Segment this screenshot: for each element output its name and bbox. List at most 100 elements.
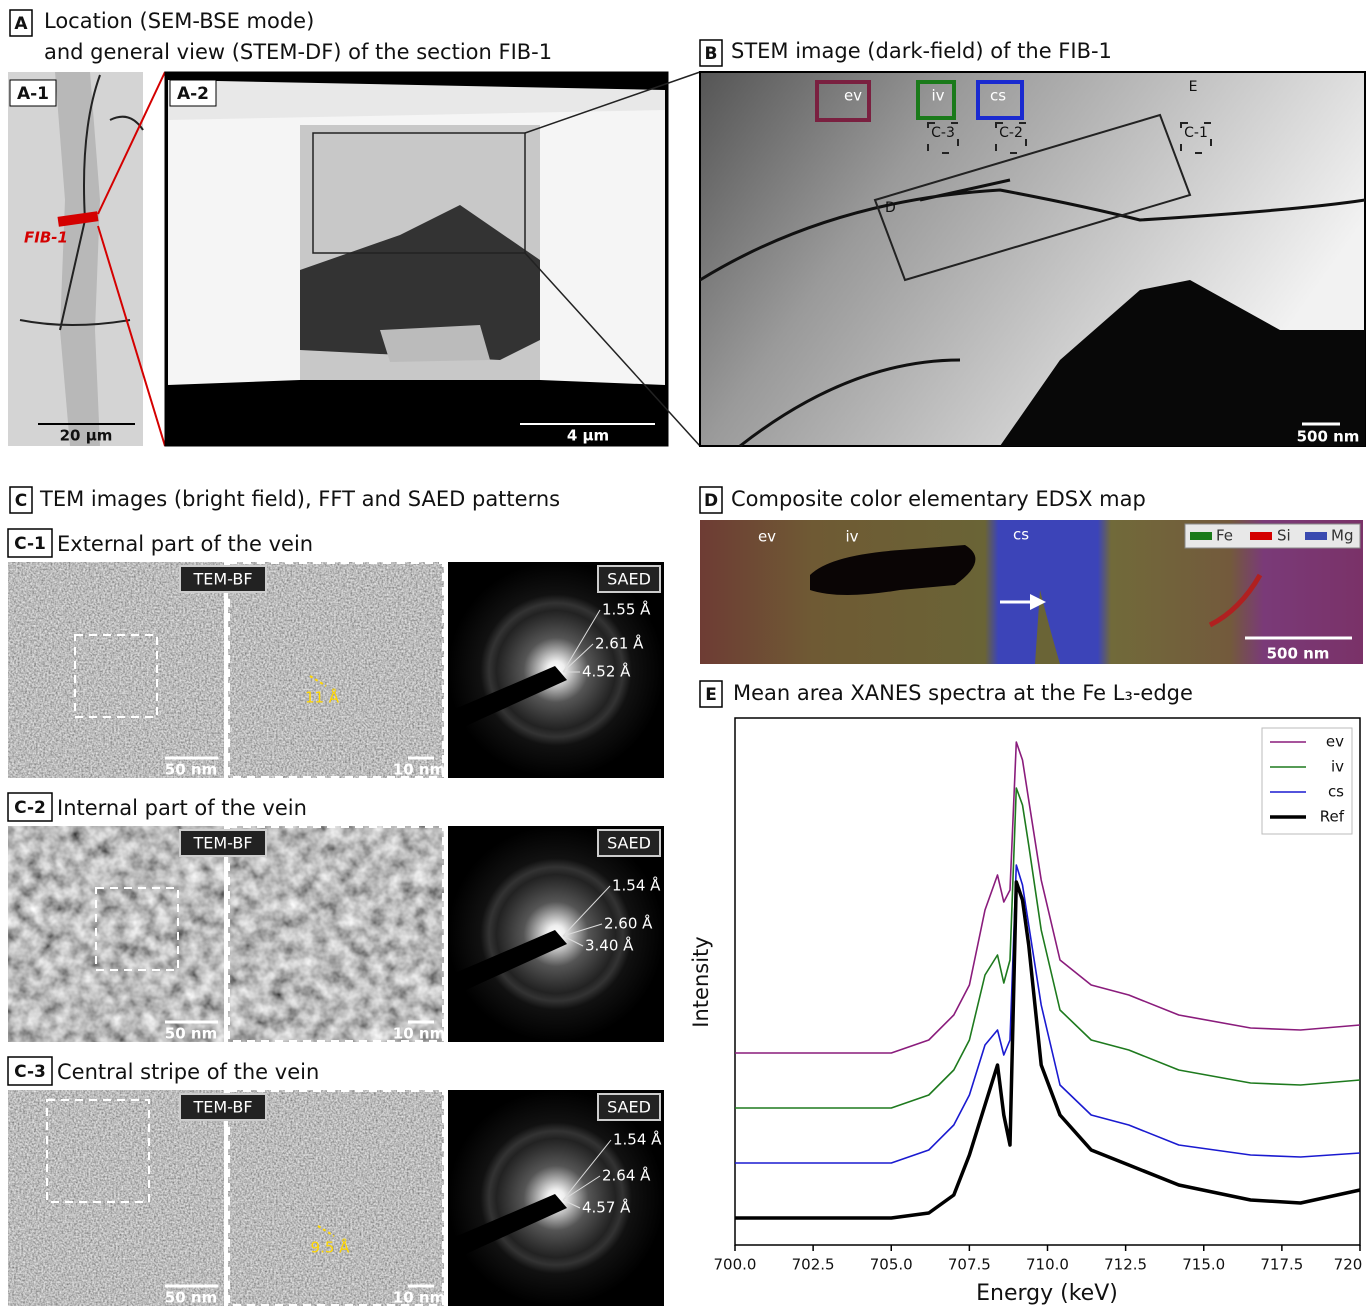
zoom-box [95, 887, 179, 971]
roi-label: cs [990, 87, 1006, 105]
scale-label: 50 nm [165, 1289, 217, 1307]
zoom-frame [228, 1090, 444, 1306]
region-label: E [1189, 79, 1198, 95]
x-tick-label: 705.0 [870, 1256, 913, 1274]
zoom-line [97, 225, 166, 447]
crack [19, 74, 144, 331]
image-label: A-2 [177, 84, 209, 104]
panel-letter: E [705, 685, 717, 705]
image-label: TEM-BF [192, 570, 252, 589]
region-label: iv [845, 528, 858, 546]
image-label: A-1 [17, 84, 49, 104]
label-box [7, 1056, 53, 1086]
scale-label: 500 nm [1267, 645, 1330, 663]
region [380, 325, 490, 362]
legend-label: iv [1331, 758, 1344, 776]
scale-label: 50 nm [165, 1025, 217, 1043]
d-spacing-leader [562, 1139, 612, 1201]
zoom-line [97, 71, 166, 215]
panel-title: STEM image (dark-field) of the FIB-1 [731, 39, 1112, 63]
tem-image [228, 826, 444, 1042]
x-tick-label: 717.5 [1260, 1256, 1303, 1274]
beam-stop [448, 930, 567, 998]
region [1035, 590, 1060, 664]
x-tick-label: 707.5 [948, 1256, 991, 1274]
fringe-label: 9.5 Å [311, 1238, 351, 1257]
letter-box [699, 680, 723, 708]
scale-label: 20 µm [60, 427, 113, 445]
edsx-frame [873, 113, 1192, 282]
zoom-line [524, 71, 701, 134]
y-axis-label: Intensity [689, 936, 713, 1027]
legend-label: Ref [1320, 808, 1345, 826]
row-title: Central stripe of the vein [57, 1060, 319, 1084]
x-tick-label: 715.0 [1182, 1256, 1225, 1274]
d-spacing-label: 3.40 Å [585, 936, 634, 955]
roi-label: iv [931, 87, 944, 105]
tem-image [8, 562, 224, 778]
region [1000, 280, 1365, 446]
zoom-box [74, 634, 158, 718]
series-line [735, 864, 1361, 1164]
legend-label: ev [1326, 733, 1344, 751]
label-box [179, 829, 267, 857]
letter-box [9, 9, 33, 37]
region [1208, 573, 1263, 628]
panel-letter: D [704, 491, 718, 511]
panel-title: Composite color elementary EDSX map [731, 487, 1146, 511]
label-box [7, 528, 53, 558]
d-spacing-leader [562, 923, 603, 937]
legend-box [1184, 523, 1361, 549]
series-line [735, 787, 1361, 1109]
zoom-box [46, 1099, 150, 1203]
beam-stop [448, 666, 567, 734]
roi-box [815, 80, 871, 122]
letter-box [699, 486, 723, 514]
image-label: TEM-BF [192, 834, 252, 853]
x-tick-label: 712.5 [1104, 1256, 1147, 1274]
legend-swatch [1250, 532, 1272, 540]
image-label: SAED [607, 834, 651, 853]
label-box [179, 1093, 267, 1121]
region-label: C-3 [931, 125, 955, 141]
d-spacing-label: 1.55 Å [602, 600, 651, 619]
d-spacing-leader [562, 609, 601, 673]
fringe-label: 11 Å [305, 688, 340, 707]
legend-swatch [1305, 532, 1327, 540]
legend-label: cs [1328, 783, 1344, 801]
row-label: C-2 [14, 798, 46, 818]
legend-label: Fe [1216, 527, 1233, 545]
scale-label: 10 nm [393, 761, 445, 779]
d-spacing-leader [562, 885, 611, 937]
d-spacing-label: 1.54 Å [612, 876, 661, 895]
d-spacing-leader [562, 1199, 581, 1209]
arrow-head [1030, 594, 1046, 610]
region [810, 545, 976, 595]
inset-frame [312, 132, 526, 254]
d-spacing-label: 4.57 Å [582, 1198, 631, 1217]
letter-box [9, 486, 33, 514]
roi-label: ev [844, 87, 862, 105]
letter-box [699, 39, 723, 67]
fib-label: FIB-1 [24, 229, 68, 247]
panel-title: and general view (STEM-DF) of the sectio… [44, 40, 552, 64]
legend-swatch [1190, 532, 1212, 540]
zoom-frame [228, 826, 444, 1042]
image-label: TEM-BF [192, 1098, 252, 1117]
label-box [9, 79, 57, 107]
region-label: D [885, 200, 896, 216]
label-box [7, 792, 53, 822]
tem-image [228, 1090, 444, 1306]
d-spacing-leader [562, 1175, 601, 1201]
x-tick-label: 720 [1334, 1256, 1363, 1274]
label-box [169, 79, 217, 107]
zoom-frame [228, 562, 444, 778]
panel-letter: B [705, 44, 718, 64]
row-title: Internal part of the vein [57, 796, 307, 820]
panel-title: Location (SEM-BSE mode) [44, 9, 314, 33]
region-marker [927, 122, 959, 154]
d-spacing-label: 1.54 Å [613, 1130, 662, 1149]
d-spacing-leader [562, 935, 584, 947]
image-label: SAED [607, 1098, 651, 1117]
